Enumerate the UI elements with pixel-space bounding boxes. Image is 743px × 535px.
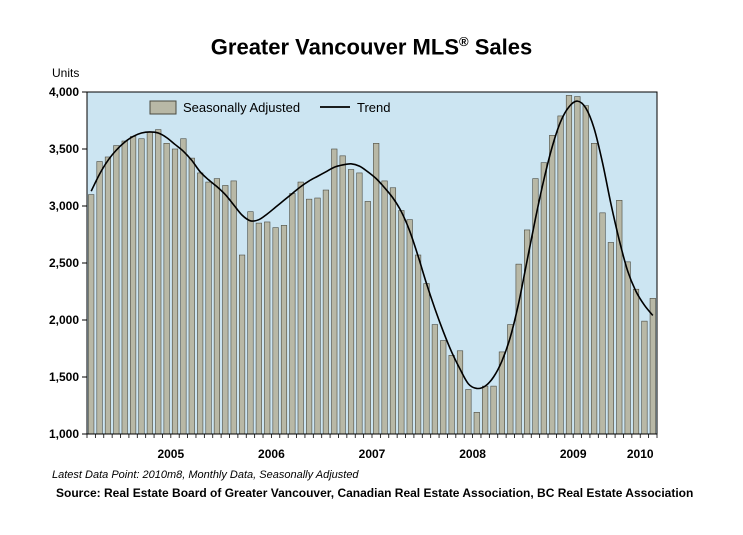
bar — [582, 105, 589, 435]
bar — [473, 412, 480, 435]
bar — [381, 180, 388, 435]
bar — [322, 189, 329, 435]
bar — [389, 187, 397, 435]
year-label: 2010 — [627, 447, 654, 461]
y-tick-label: 1,000 — [49, 427, 79, 441]
bar — [448, 355, 455, 435]
year-label: 2008 — [459, 447, 486, 461]
y-tick-label: 2,500 — [49, 256, 79, 270]
bar-series — [88, 95, 656, 435]
bar — [188, 157, 195, 435]
bar — [607, 242, 614, 435]
bar — [205, 181, 212, 435]
bar — [431, 324, 438, 435]
source-text: Source: Real Estate Board of Greater Van… — [56, 486, 694, 500]
legend-trend-label: Trend — [357, 100, 390, 115]
bar — [415, 254, 422, 435]
bar — [641, 320, 648, 435]
plot-frame — [86, 91, 658, 435]
bar — [239, 254, 246, 435]
bar — [440, 340, 447, 435]
chart-title-suffix: Sales — [468, 34, 533, 60]
trend-line — [90, 100, 654, 390]
bar — [423, 283, 430, 435]
bar — [314, 197, 321, 435]
legend-bar-label: Seasonally Adjusted — [183, 100, 300, 115]
y-axis: 1,000 1,500 2,000 2,500 3,000 3,500 4,000 — [49, 85, 87, 441]
bar — [331, 148, 338, 435]
bar — [297, 181, 304, 435]
bar — [163, 143, 170, 435]
y-tick-label: 3,000 — [49, 199, 79, 213]
bar — [130, 136, 137, 435]
bar — [104, 156, 112, 435]
bar — [255, 222, 262, 435]
bar — [289, 193, 296, 435]
bar — [280, 225, 288, 435]
y-tick-label: 2,000 — [49, 313, 79, 327]
bar — [138, 138, 145, 435]
bar — [465, 389, 472, 435]
bar — [591, 143, 598, 435]
bar — [146, 131, 153, 435]
bar — [222, 185, 229, 435]
bar — [373, 143, 380, 435]
bar — [515, 263, 522, 435]
bar — [171, 148, 179, 435]
bar — [557, 115, 564, 435]
bar — [540, 162, 547, 435]
bar — [456, 350, 464, 435]
legend-bar-swatch — [149, 100, 177, 115]
year-label: 2005 — [157, 447, 184, 461]
bar — [398, 210, 405, 435]
year-label: 2009 — [560, 447, 587, 461]
bar — [88, 194, 95, 435]
bar — [121, 140, 128, 435]
bar — [565, 95, 573, 435]
year-label: 2006 — [258, 447, 285, 461]
bar — [247, 211, 254, 435]
chart-title-text: Greater Vancouver MLS — [210, 34, 459, 60]
chart-title: Greater Vancouver MLS® Sales — [0, 34, 743, 60]
bar — [649, 298, 656, 435]
bar — [356, 172, 363, 435]
bar — [230, 180, 237, 435]
bar — [155, 129, 162, 435]
y-axis-label: Units — [52, 66, 80, 80]
bar — [574, 96, 581, 435]
bar — [213, 178, 220, 435]
bar — [482, 385, 489, 435]
bar — [347, 169, 355, 435]
bar — [632, 288, 640, 435]
y-tick-label: 4,000 — [49, 85, 79, 99]
bar — [306, 198, 313, 435]
year-label: 2007 — [359, 447, 386, 461]
bar — [599, 212, 606, 435]
bar — [264, 221, 271, 435]
bar — [113, 145, 120, 435]
bar — [180, 138, 187, 435]
x-axis: 2005 2006 2007 2008 2009 2010 — [86, 434, 658, 461]
bar — [406, 219, 413, 435]
bar — [197, 172, 204, 435]
y-tick-label: 1,500 — [49, 370, 79, 384]
y-tick-label: 3,500 — [49, 142, 79, 156]
bar — [364, 201, 371, 435]
bar — [624, 261, 631, 435]
bar — [96, 161, 103, 435]
bar — [490, 385, 497, 435]
bar — [339, 155, 346, 435]
legend: Seasonally Adjusted Trend — [149, 100, 390, 115]
registered-mark: ® — [459, 34, 469, 49]
data-note: Latest Data Point: 2010m8, Monthly Data,… — [52, 469, 359, 481]
bar — [549, 135, 556, 435]
bar — [272, 227, 279, 435]
